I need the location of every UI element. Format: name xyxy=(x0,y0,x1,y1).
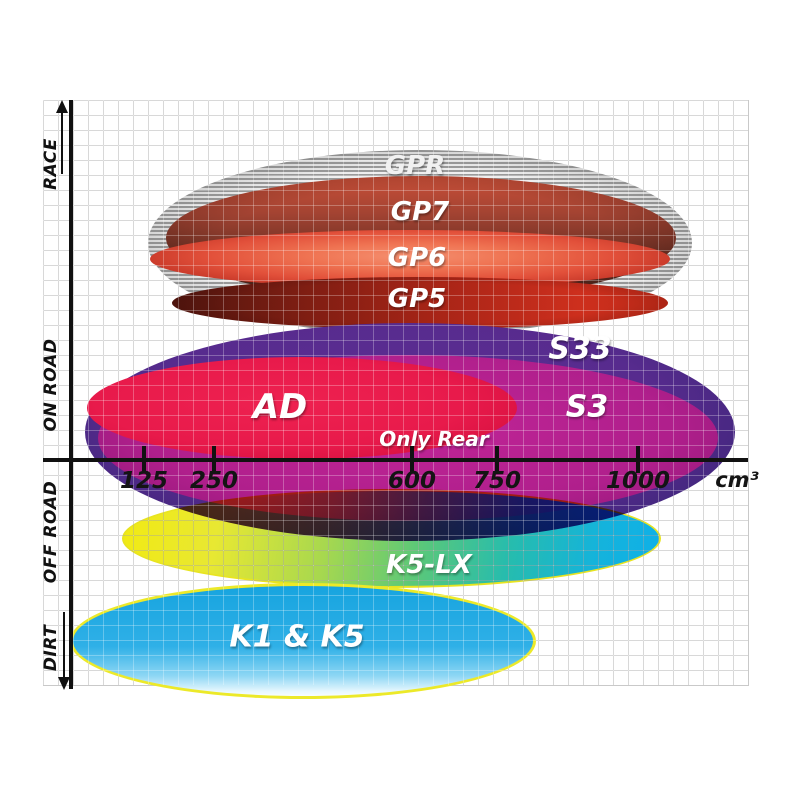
dirt-down-arrow-icon xyxy=(58,677,70,690)
dirt-arrow-line xyxy=(63,612,65,678)
x-tick-label-125: 125 xyxy=(119,468,169,494)
x-tick-label-600: 600 xyxy=(387,468,437,494)
race-up-arrow-icon xyxy=(56,100,68,113)
x-axis-line xyxy=(43,458,748,462)
k1k5-label: K1 & K5 xyxy=(229,619,365,655)
gp7-label: GP7 xyxy=(390,197,450,227)
x-axis-unit-label: cm³ xyxy=(715,468,759,492)
s33-label: S33 xyxy=(548,331,612,367)
x-tick-label-750: 750 xyxy=(472,468,522,494)
y-band-label-onroad: ON ROAD xyxy=(41,338,61,432)
only-rear-note: Only Rear xyxy=(379,427,489,451)
k5lx-label: K5-LX xyxy=(386,550,472,580)
race-arrow-line xyxy=(61,112,63,174)
ad-label: AD xyxy=(252,387,308,427)
y-axis-line xyxy=(69,100,73,689)
s3-label: S3 xyxy=(565,389,609,425)
gp6-label: GP6 xyxy=(387,243,447,273)
y-band-label-offroad: OFF ROAD xyxy=(41,480,61,584)
gpr-label: GPR xyxy=(384,151,446,181)
x-tick-label-1000: 1000 xyxy=(605,468,671,494)
y-band-label-dirt: DIRT xyxy=(41,624,61,672)
y-band-label-race: RACE xyxy=(41,138,61,190)
x-tick-label-250: 250 xyxy=(189,468,239,494)
gp5-label: GP5 xyxy=(387,284,447,314)
